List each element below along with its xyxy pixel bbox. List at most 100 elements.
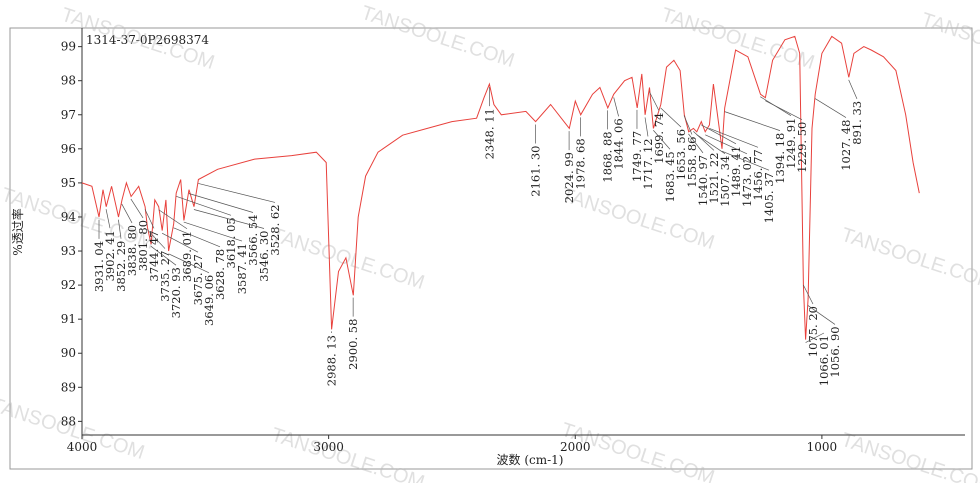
peak-label: 3618. 05 — [224, 217, 238, 268]
peak-label: 1394. 18 — [773, 133, 787, 184]
peak-label: 1717. 12 — [641, 138, 655, 189]
frame — [9, 27, 973, 470]
peak-label: 1056. 90 — [828, 326, 842, 377]
peak-leader — [814, 98, 847, 118]
peak-label: 2161. 30 — [528, 145, 542, 196]
peak-label: 3852. 29 — [114, 241, 128, 292]
y-axis-label: %透过率 — [10, 208, 25, 255]
watermark: TANSOOLE.COM — [918, 9, 980, 79]
peak-leader — [724, 111, 781, 131]
peak-label: 3587. 41 — [235, 243, 249, 294]
peak-label: 1229. 50 — [795, 122, 809, 173]
peak-label: 3801. 80 — [136, 220, 150, 271]
peak-label: 3649. 06 — [202, 275, 216, 326]
peak-label: 1558. 86 — [685, 137, 699, 188]
y-tick-label: 96 — [61, 142, 76, 156]
y-tick-label: 90 — [61, 346, 76, 360]
peak-label: 1507. 34 — [718, 156, 732, 207]
peak-label: 1540. 97 — [696, 155, 710, 206]
peak-label: 1473. 02 — [740, 156, 754, 207]
peak-label: 3744. 47 — [147, 230, 161, 281]
peak-leader — [807, 305, 836, 325]
y-tick-label: 95 — [61, 176, 76, 190]
peak-leader — [696, 134, 726, 155]
peak-label: 3902. 41 — [103, 230, 117, 281]
y-tick-label: 89 — [61, 380, 76, 394]
peak-label: 1749. 77 — [630, 131, 644, 182]
watermark: TANSOOLE.COM — [658, 4, 817, 74]
sample-id: 1314-37-0P2698374 — [86, 33, 209, 47]
watermark: TANSOOLE.COM — [838, 224, 980, 294]
peak-label: 1405. 37 — [762, 172, 776, 223]
peak-label: 3546. 30 — [257, 230, 271, 281]
watermark: TANSOOLE.COM — [268, 224, 427, 294]
peak-leader — [613, 97, 619, 117]
peak-leader — [118, 219, 122, 239]
peak-leader — [648, 91, 660, 111]
peak-label: 1844. 06 — [612, 118, 626, 169]
peak-label: 1075. 20 — [806, 306, 820, 357]
peak-leader — [188, 193, 254, 213]
peak-leader — [688, 133, 704, 154]
y-tick-label: 94 — [61, 210, 77, 224]
y-tick-label: 99 — [61, 40, 76, 54]
x-axis-label: 波数 (cm-1) — [497, 452, 564, 467]
peak-label: 1249. 91 — [784, 118, 798, 169]
peak-label: 1521. 22 — [707, 152, 721, 203]
peak-label: 3838. 80 — [125, 225, 139, 276]
x-tick-label: 1000 — [807, 440, 838, 454]
y-tick-label: 98 — [61, 74, 76, 88]
peak-leader — [705, 134, 748, 155]
peak-label: 1489. 41 — [729, 146, 743, 197]
peak-leader — [709, 127, 759, 148]
peak-label: 3675. 27 — [191, 254, 205, 305]
peak-leader — [105, 209, 111, 229]
peak-label: 1653. 56 — [674, 129, 688, 180]
peak-leader — [183, 221, 243, 242]
peak-leader — [144, 209, 155, 229]
peak-leader — [765, 100, 803, 120]
peak-label: 2024. 99 — [562, 152, 576, 203]
x-tick-label: 3000 — [313, 440, 344, 454]
peak-label: 1699. 74 — [652, 113, 666, 164]
y-tick-label: 93 — [61, 244, 76, 258]
peak-label: 1683. 45 — [663, 151, 677, 202]
peak-leader — [660, 107, 682, 128]
peak-leader — [193, 209, 265, 229]
peak-label: 3931. 04 — [92, 241, 106, 292]
peak-label: 1456. 77 — [751, 149, 765, 200]
peak-leader — [693, 131, 715, 151]
peak-label: 1978. 68 — [574, 138, 588, 189]
peak-label: 891. 33 — [850, 101, 864, 145]
y-tick-label: 97 — [61, 108, 76, 122]
peak-leader — [176, 195, 232, 216]
watermark: TANSOOLE.COM — [358, 2, 517, 72]
peak-label: 2348. 11 — [482, 108, 496, 159]
y-tick-label: 88 — [61, 414, 76, 428]
peak-label: 3735. 27 — [158, 251, 172, 302]
spectrum-line — [81, 35, 920, 340]
y-tick-label: 92 — [61, 278, 76, 292]
peak-leader — [848, 79, 858, 100]
x-tick-label: 2000 — [560, 440, 591, 454]
peak-label: 3689. 01 — [180, 231, 194, 282]
peak-leader — [158, 209, 188, 230]
peak-leader — [803, 284, 814, 305]
peak-leader — [198, 183, 276, 203]
peak-leader — [168, 253, 210, 274]
y-tick-label: 91 — [61, 312, 76, 326]
peak-leader — [653, 130, 671, 150]
peak-leader — [130, 198, 144, 219]
x-tick-label: 4000 — [67, 440, 98, 454]
peak-leader — [150, 245, 177, 266]
peak-label: 1066. 01 — [817, 335, 831, 386]
watermark: TANSOOLE.COM — [268, 424, 427, 483]
peak-leader — [121, 203, 133, 224]
peak-label: 3628. 78 — [213, 249, 227, 300]
peak-leader — [644, 117, 649, 137]
peak-label: 2900. 58 — [346, 319, 360, 370]
peak-label: 3720. 93 — [169, 267, 183, 318]
peak-leader — [701, 124, 737, 145]
peak-leader — [683, 115, 693, 135]
